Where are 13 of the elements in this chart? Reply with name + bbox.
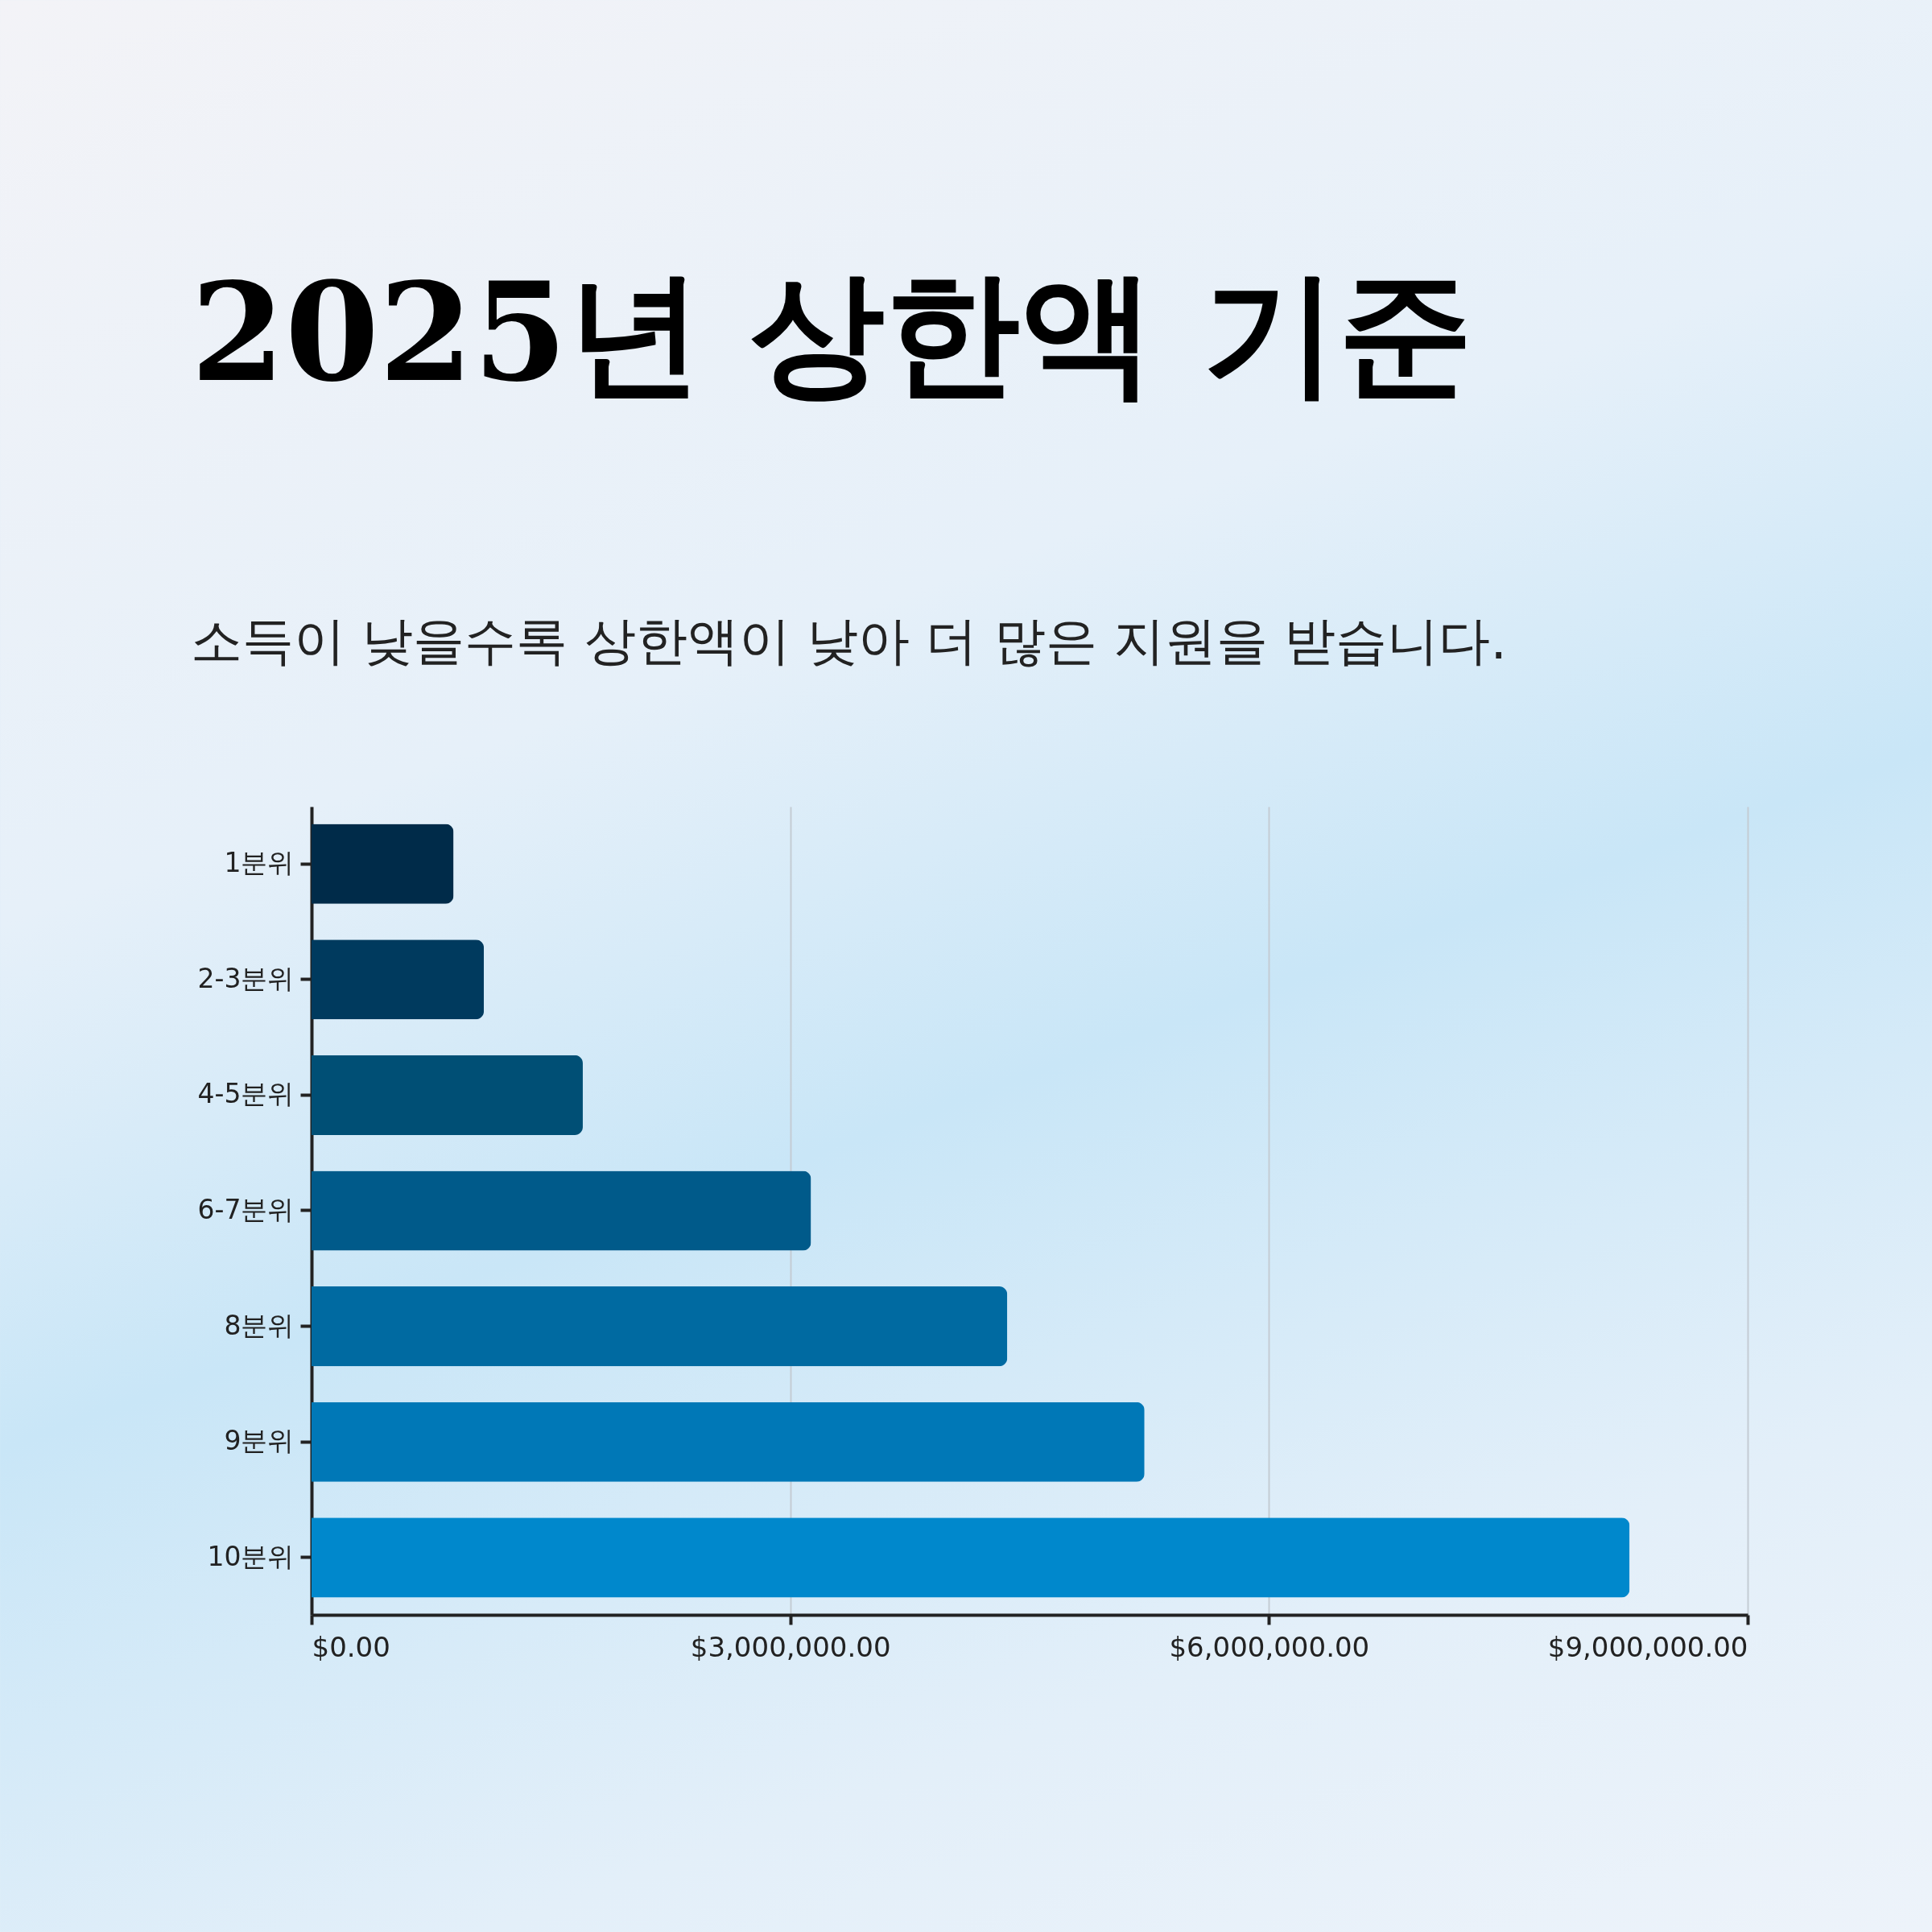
x-tick-label: $0.00 xyxy=(312,1630,390,1663)
y-tick-label: 2-3분위 xyxy=(197,962,295,994)
y-tick-label: 4-5분위 xyxy=(197,1078,295,1110)
y-tick-label: 10분위 xyxy=(207,1540,295,1572)
y-tick-label: 9분위 xyxy=(224,1425,295,1457)
x-tick-label: $9,000,000.00 xyxy=(1547,1630,1748,1663)
x-tick-label: $6,000,000.00 xyxy=(1169,1630,1370,1663)
y-tick-label: 6-7분위 xyxy=(197,1194,295,1225)
y-tick-label: 8분위 xyxy=(224,1309,295,1341)
y-tick-label: 1분위 xyxy=(224,847,295,879)
x-tick-label: $3,000,000.00 xyxy=(690,1630,891,1663)
chart-title: 2025년 상한액 기준 xyxy=(191,253,1473,412)
chart-subtitle: 소득이 낮을수록 상한액이 낮아 더 많은 지원을 받습니다. xyxy=(191,611,1507,671)
